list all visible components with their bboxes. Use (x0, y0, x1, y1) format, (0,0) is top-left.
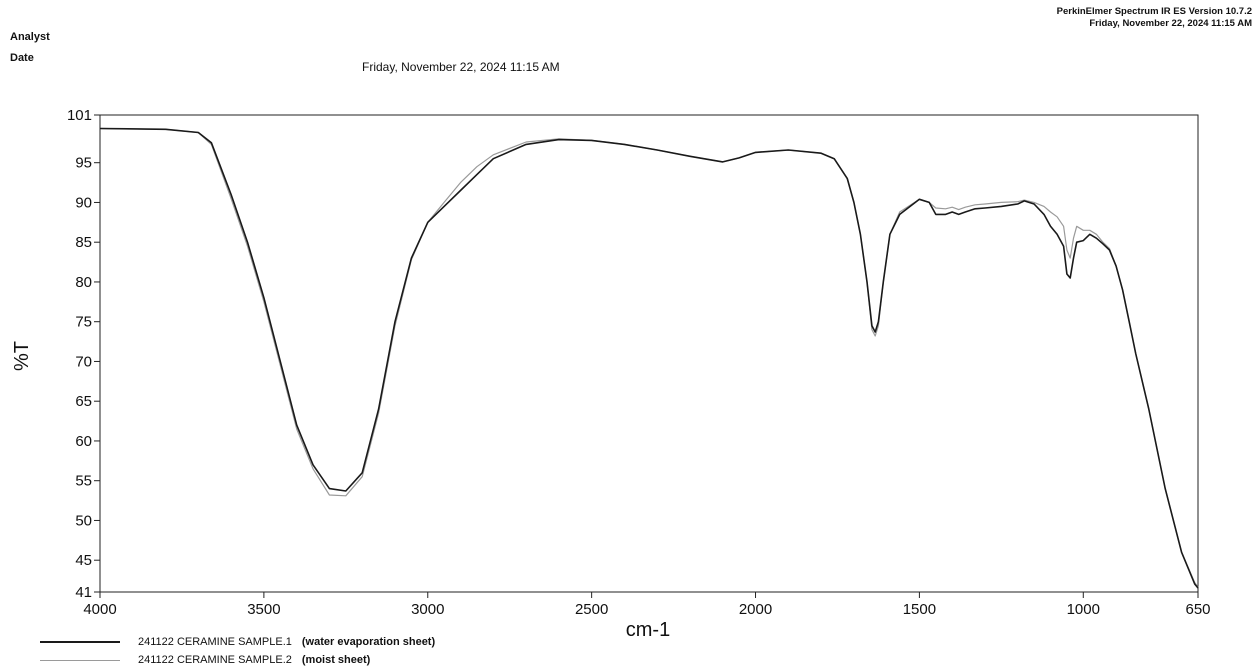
chart-axes (94, 114, 1199, 598)
y-tick-label-95: 95 (75, 155, 92, 172)
legend-note-sample-2: (moist sheet) (301, 654, 371, 666)
legend-note-sample-1: (water evaporation sheet) (301, 636, 436, 648)
x-tick-label-3000: 3000 (411, 601, 444, 618)
x-axis-label: cm-1 (626, 619, 670, 641)
y-tick-label-85: 85 (75, 234, 92, 251)
y-tick-label-65: 65 (75, 393, 92, 410)
y-tick-label-45: 45 (75, 552, 92, 569)
x-tick-label-3500: 3500 (247, 601, 280, 618)
y-axis-label: %T (11, 341, 33, 371)
analyst-label: Analyst (10, 31, 50, 43)
series-line-sample-1 (99, 127, 1199, 589)
chart-series (99, 127, 1199, 589)
x-tick-label-4000: 4000 (83, 601, 116, 618)
software-version: PerkinElmer Spectrum IR ES Version 10.7.… (1056, 6, 1252, 17)
y-tick-label-90: 90 (75, 194, 92, 211)
y-tick-label-70: 70 (75, 353, 92, 370)
chart-labels: 41 45 50 55 60 65 70 75 80 85 90 95 101 4000 3500 3000 2… (11, 107, 1211, 641)
legend-item-sample-2: 241122 CERAMINE SAMPLE.2 (moist sheet) (40, 651, 435, 669)
x-tick-label-2000: 2000 (739, 601, 772, 618)
legend-item-sample-1: 241122 CERAMINE SAMPLE.1 (water evaporat… (40, 633, 435, 651)
plot-frame (99, 114, 1199, 593)
legend-swatch-sample-2 (40, 659, 120, 661)
software-date: Friday, November 22, 2024 11:15 AM (1089, 18, 1252, 29)
date-value: Friday, November 22, 2024 11:15 AM (362, 60, 560, 74)
x-tick-label-1500: 1500 (903, 601, 936, 618)
chart-legend: 241122 CERAMINE SAMPLE.1 (water evaporat… (40, 633, 435, 669)
legend-label-sample-2: 241122 CERAMINE SAMPLE.2 (138, 654, 292, 666)
y-tick-label-60: 60 (75, 433, 92, 450)
y-tick-label-80: 80 (75, 274, 92, 291)
y-tick-label-75: 75 (75, 314, 92, 331)
y-tick-label-55: 55 (75, 473, 92, 490)
legend-swatch-sample-1 (40, 641, 120, 643)
series-line-sample-2 (99, 127, 1199, 588)
legend-label-sample-1: 241122 CERAMINE SAMPLE.1 (138, 636, 292, 648)
x-tick-label-1000: 1000 (1067, 601, 1100, 618)
software-info: PerkinElmer Spectrum IR ES Version 10.7.… (1057, 6, 1252, 30)
date-label: Date (10, 52, 34, 64)
y-tick-label-41: 41 (75, 584, 92, 601)
x-tick-label-2500: 2500 (575, 601, 608, 618)
x-tick-label-650: 650 (1185, 601, 1210, 618)
y-tick-label-101: 101 (67, 107, 92, 124)
y-tick-label-50: 50 (75, 512, 92, 529)
